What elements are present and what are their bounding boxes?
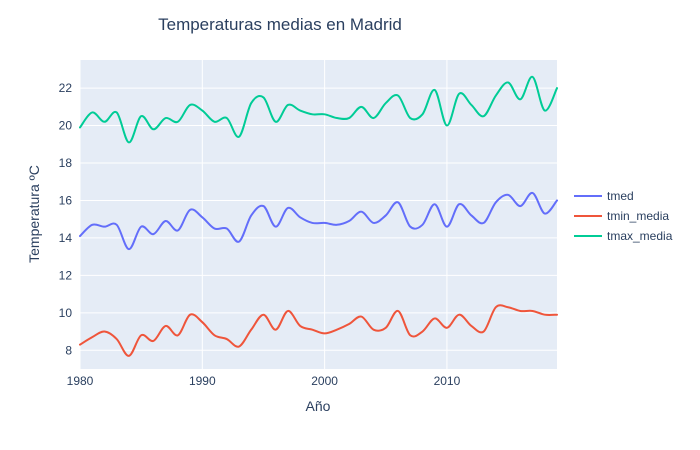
legend-label: tmed xyxy=(607,189,634,203)
legend-label: tmin_media xyxy=(607,209,669,223)
x-tick-label: 2000 xyxy=(311,374,338,388)
x-tick-label: 1980 xyxy=(67,374,94,388)
chart-title: Temperaturas medias en Madrid xyxy=(158,15,402,34)
y-tick-label: 8 xyxy=(65,343,72,357)
legend-item-tmin-media[interactable]: tmin_media xyxy=(574,209,669,223)
legend-item-tmed[interactable]: tmed xyxy=(574,189,634,203)
plot-area xyxy=(80,60,557,369)
legend[interactable]: tmed tmin_media tmax_media xyxy=(574,189,673,243)
y-tick-label: 14 xyxy=(59,231,73,245)
y-tick-label: 18 xyxy=(59,156,73,170)
x-tick-label: 2010 xyxy=(434,374,461,388)
legend-item-tmax-media[interactable]: tmax_media xyxy=(574,229,673,243)
y-tick-label: 22 xyxy=(59,81,73,95)
y-tick-label: 10 xyxy=(59,306,73,320)
x-axis-label: Año xyxy=(306,398,331,414)
x-tick-label: 1990 xyxy=(189,374,216,388)
y-tick-label: 12 xyxy=(59,268,73,282)
y-tick-label: 20 xyxy=(59,119,73,133)
y-tick-label: 16 xyxy=(59,193,73,207)
y-axis-label: Temperatura ºC xyxy=(26,165,42,263)
legend-label: tmax_media xyxy=(607,229,673,243)
